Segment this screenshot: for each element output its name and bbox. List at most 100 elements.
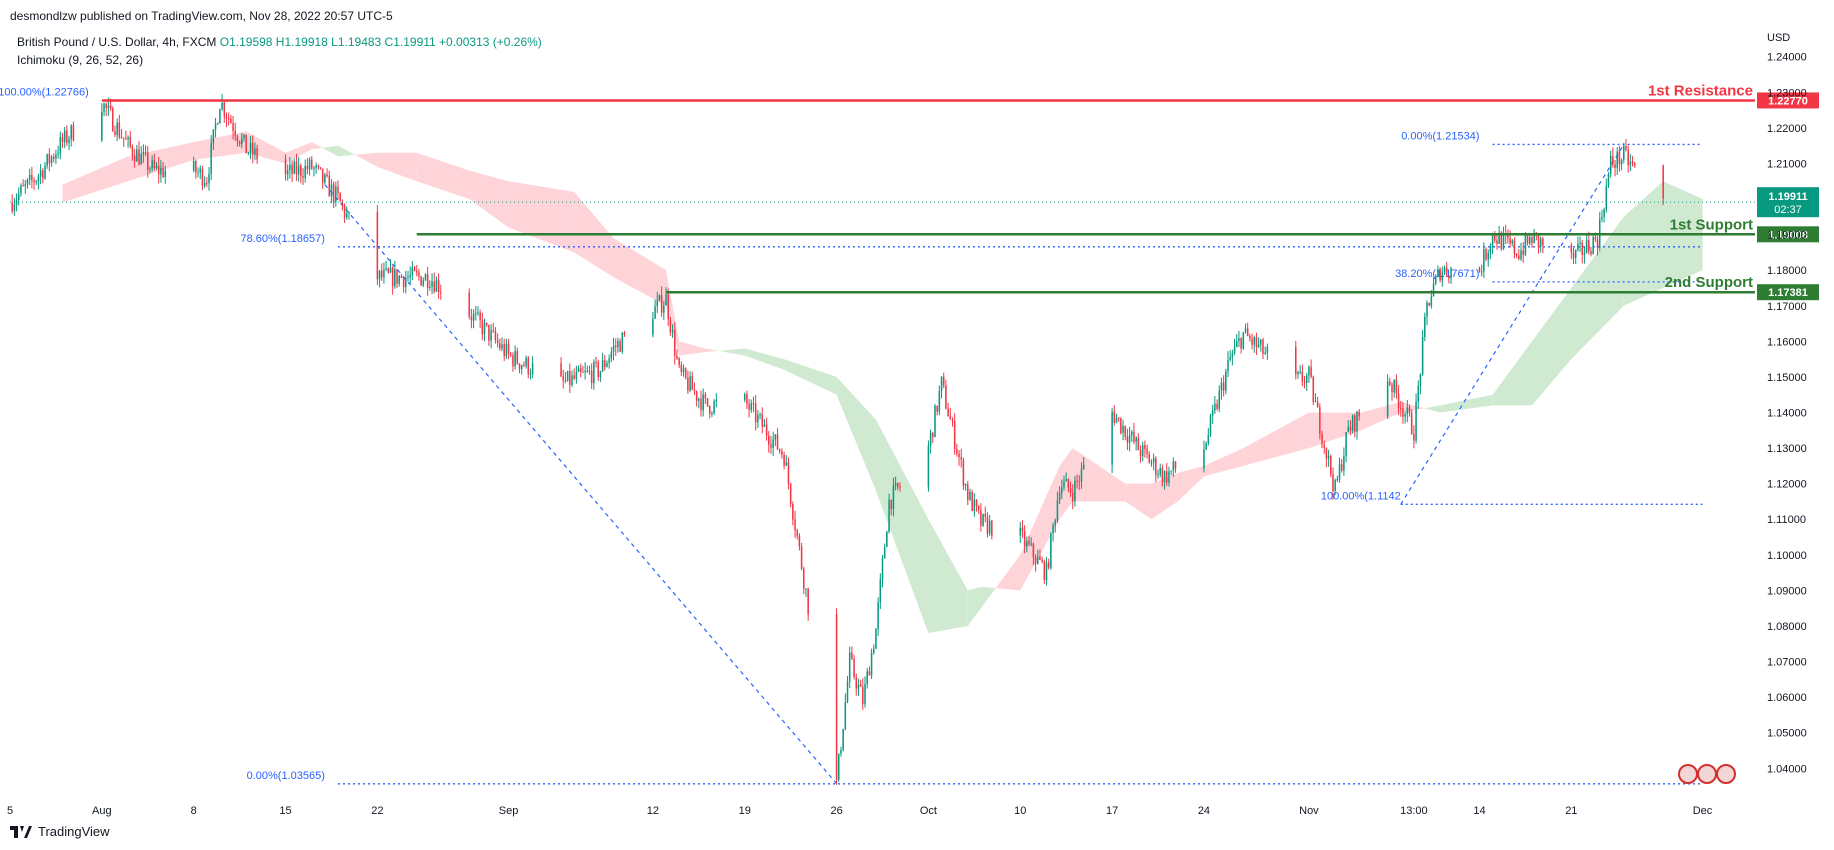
- candle: [203, 182, 206, 186]
- candle: [942, 376, 945, 386]
- time-tick-label: 15: [279, 805, 291, 817]
- candle: [402, 277, 405, 288]
- candle: [571, 375, 573, 385]
- candle: [676, 355, 678, 359]
- candle: [577, 368, 580, 372]
- time-tick-label: 26: [830, 805, 842, 817]
- candle: [501, 344, 503, 349]
- candle: [241, 138, 243, 145]
- candle: [945, 385, 947, 409]
- candle: [230, 118, 232, 124]
- candle: [940, 376, 943, 392]
- candle: [378, 270, 381, 280]
- candle: [883, 546, 886, 559]
- candle: [144, 151, 147, 153]
- candle: [1570, 245, 1573, 253]
- candle: [614, 345, 617, 348]
- candle: [321, 168, 324, 183]
- candle: [1211, 410, 1214, 416]
- candle: [656, 300, 659, 307]
- candle: [61, 137, 64, 142]
- candle: [1124, 425, 1126, 437]
- candle: [846, 681, 849, 703]
- candle: [1045, 562, 1048, 580]
- candle: [1150, 462, 1153, 464]
- candle: [383, 269, 385, 278]
- time-tick-label: Aug: [92, 805, 112, 817]
- candle: [1316, 401, 1319, 408]
- candle: [1235, 341, 1238, 347]
- candle: [1203, 449, 1205, 469]
- brand-watermark[interactable]: TradingView: [10, 824, 110, 839]
- candle: [610, 351, 613, 359]
- candle: [1080, 468, 1083, 482]
- candle: [291, 164, 293, 174]
- candle: [1631, 161, 1634, 164]
- bearish-cloud-segment: [995, 554, 1021, 591]
- candle: [680, 365, 683, 372]
- candle: [335, 186, 337, 202]
- price-tick-label: 1.15000: [1767, 372, 1807, 384]
- time-tick-label: Sep: [499, 805, 519, 817]
- candle: [485, 322, 488, 325]
- candle: [1393, 380, 1395, 393]
- candle: [297, 165, 300, 175]
- candle: [859, 684, 862, 687]
- candle: [136, 149, 138, 162]
- candle: [601, 360, 604, 372]
- price-tag-text: 1.19008: [1768, 229, 1808, 241]
- candle: [1511, 240, 1514, 244]
- candle: [1155, 458, 1157, 476]
- candles: [11, 94, 1664, 785]
- candle: [1249, 336, 1251, 339]
- candle: [1598, 219, 1601, 249]
- fib-level-label: 0.00%(1.21534): [1401, 130, 1479, 142]
- candle: [803, 568, 805, 589]
- candle: [426, 274, 429, 288]
- candle: [1041, 560, 1043, 562]
- currency-label: USD: [1767, 32, 1790, 44]
- candle: [1345, 432, 1347, 456]
- candle: [1054, 520, 1057, 526]
- candle: [1500, 232, 1503, 249]
- candle: [503, 344, 505, 357]
- candle: [72, 125, 75, 141]
- candle: [1437, 269, 1439, 276]
- candle: [317, 165, 320, 167]
- publisher-line: desmondlzw published on TradingView.com,…: [10, 9, 393, 23]
- candle: [691, 376, 694, 390]
- candle: [855, 677, 858, 689]
- current-price-text: 1.19911: [1768, 191, 1807, 203]
- candle: [160, 167, 162, 175]
- candle: [389, 267, 392, 273]
- candle: [1172, 461, 1175, 471]
- candle: [1161, 468, 1164, 483]
- candle: [1478, 268, 1481, 272]
- candle: [20, 185, 22, 194]
- candle: [206, 182, 208, 184]
- candle: [212, 129, 215, 144]
- candle: [400, 276, 403, 278]
- candle: [1325, 447, 1328, 459]
- candle: [757, 415, 759, 423]
- time-tick-label: 22: [371, 805, 383, 817]
- candle: [715, 399, 718, 402]
- candle: [1391, 384, 1393, 393]
- candle: [138, 149, 140, 165]
- candle: [897, 483, 899, 488]
- candle: [595, 362, 597, 364]
- candle: [57, 153, 59, 155]
- candle: [468, 292, 470, 317]
- candle: [214, 124, 217, 130]
- candle: [1577, 243, 1579, 250]
- candle: [332, 184, 335, 202]
- candle: [11, 202, 13, 212]
- event-icons[interactable]: [1678, 764, 1736, 784]
- candle: [1542, 238, 1544, 246]
- candle: [328, 176, 331, 197]
- candle: [523, 365, 525, 367]
- candle: [1389, 381, 1391, 385]
- candle: [153, 160, 156, 168]
- candle: [52, 156, 55, 159]
